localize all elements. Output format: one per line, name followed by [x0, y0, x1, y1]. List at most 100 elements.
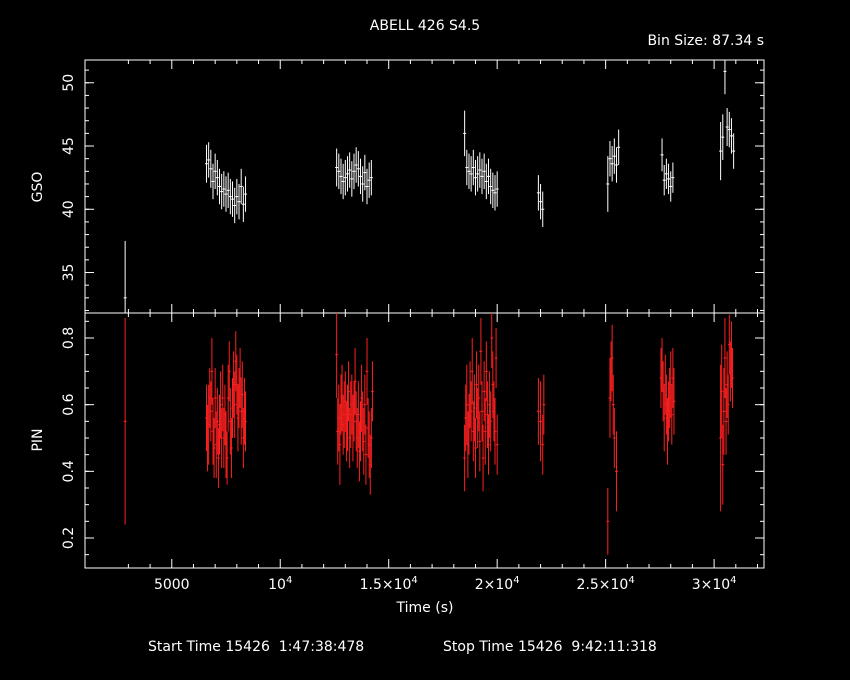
gso-data-point [671, 162, 675, 193]
pin-data-point [724, 388, 728, 455]
gso-data-point [669, 171, 673, 202]
y-tick-label: 0.2 [61, 527, 77, 549]
gso-data-point [660, 138, 664, 172]
pin-data-point [213, 368, 217, 428]
gso-data-point [239, 168, 243, 205]
gso-data-point [667, 163, 671, 195]
pin-data-point [542, 374, 546, 435]
gso-data-point [614, 147, 618, 183]
gso-data-point [662, 164, 666, 196]
pin-data-point [479, 318, 483, 385]
gso-data-point [359, 158, 363, 195]
gso-data-point [233, 187, 237, 224]
gso-data-point [348, 152, 352, 188]
gso-data-point [367, 162, 371, 198]
gso-data-point [209, 149, 213, 188]
pin-data-point [484, 341, 488, 402]
pin-data-point [478, 411, 482, 472]
pin-data-point [233, 371, 237, 438]
pin-data-point [215, 388, 219, 455]
pin-data-point [335, 313, 339, 398]
gso-data-point [478, 152, 482, 188]
gso-data-point [241, 186, 245, 222]
pin-data-point [369, 408, 373, 468]
pin-data-point [240, 361, 244, 428]
gso-data-point [463, 110, 467, 157]
y-tick-label: 0.6 [61, 393, 77, 415]
pin-data-point [356, 381, 360, 448]
pin-data-point [219, 371, 223, 438]
gso-data-point [244, 176, 248, 212]
gso-data-point [350, 161, 354, 197]
x-axis-label: Time (s) [396, 600, 454, 616]
pin-data-point [473, 418, 477, 478]
pin-data-point [123, 318, 127, 525]
pin-data-point [365, 338, 369, 405]
gso-data-point [337, 153, 341, 190]
gso-data-point [729, 118, 733, 154]
pin-data-point [606, 488, 610, 555]
gso-data-point [491, 172, 495, 209]
gso-data-point [365, 168, 369, 205]
pin-data-point [614, 431, 618, 512]
gso-data-point [228, 178, 232, 215]
gso-data-point [345, 156, 349, 192]
pin-data-point [493, 398, 497, 465]
pin-data-point [347, 361, 351, 422]
gso-data-point [356, 151, 360, 187]
pin-data-point [216, 428, 220, 488]
gso-data-point [493, 175, 497, 211]
pin-data-point [353, 348, 357, 415]
pin-data-point [720, 344, 724, 438]
pin-data-point [370, 361, 374, 422]
gso-data-point [541, 191, 545, 227]
gso-data-point [664, 158, 668, 190]
pin-data-point [611, 374, 615, 435]
gso-data-point [727, 111, 731, 148]
y-tick-label: 0.4 [61, 460, 77, 482]
gso-data-point [335, 148, 339, 187]
gso-data-point [612, 138, 616, 174]
gso-data-point [480, 158, 484, 195]
pin-data-point [723, 318, 727, 398]
gso-data-point [725, 108, 729, 147]
gso-data-point [363, 154, 367, 191]
pin-panel: 0.2 0.4 0.6 0.8 PIN [30, 312, 765, 569]
pin-data-point [486, 414, 490, 475]
pin-data-point [672, 368, 676, 435]
x-tick-label: 5000 [154, 577, 190, 593]
gso-data-point [606, 156, 610, 212]
gso-data-point [237, 183, 241, 220]
gso-data-point [471, 149, 475, 186]
gso-y-ticks: 35 40 45 50 [61, 69, 764, 311]
gso-data-point [354, 147, 358, 183]
gso-data-point [352, 153, 356, 190]
gso-data-point [341, 163, 345, 200]
pin-data-point [721, 424, 725, 505]
x-tick-label: 1.5×104 [360, 575, 418, 593]
pin-data-point [480, 381, 484, 442]
pin-data-point [612, 408, 616, 468]
y-tick-label: 50 [61, 74, 77, 92]
pin-data-point [489, 391, 493, 452]
pin-data-point [481, 424, 485, 492]
gso-data-point [723, 60, 727, 95]
pin-data-point [477, 364, 481, 432]
gso-data-point [215, 159, 219, 196]
gso-data-points [123, 60, 736, 313]
pin-data-point [494, 328, 498, 388]
pin-data-point [722, 368, 726, 455]
pin-y-label: PIN [30, 428, 46, 451]
gso-data-point [465, 149, 469, 186]
pin-data-point [495, 414, 499, 475]
gso-data-point [721, 114, 725, 160]
pin-data-point [470, 338, 474, 405]
y-tick-label: 45 [61, 137, 77, 155]
pin-data-points [123, 313, 735, 555]
gso-data-point [339, 158, 343, 195]
pin-data-point [472, 374, 476, 442]
pin-data-point [244, 391, 248, 452]
gso-data-point [222, 171, 226, 207]
x-tick-label: 104 [268, 575, 292, 593]
gso-data-point [231, 181, 235, 217]
